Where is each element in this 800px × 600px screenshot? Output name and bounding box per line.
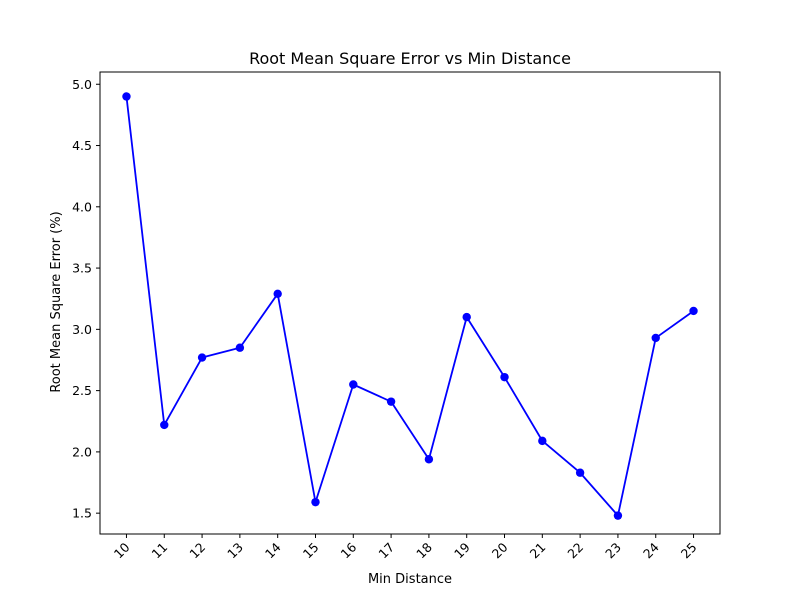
y-tick-label: 4.0 bbox=[72, 199, 92, 214]
data-point bbox=[689, 306, 698, 316]
data-point bbox=[424, 455, 434, 464]
y-tick-label: 2.5 bbox=[72, 383, 92, 398]
data-point bbox=[462, 312, 471, 322]
y-tick-label: 4.5 bbox=[72, 138, 92, 153]
y-tick-label: 3.5 bbox=[72, 261, 92, 276]
data-point bbox=[122, 92, 131, 101]
plot-frame bbox=[99, 71, 721, 535]
data-point bbox=[500, 372, 509, 382]
plot-area: 1.52.02.53.03.54.04.55.010 11 12 13 14 15 16 17… bbox=[72, 71, 721, 561]
data-point bbox=[197, 353, 207, 362]
y-tick-label: 3.0 bbox=[72, 322, 92, 337]
series-line bbox=[125, 96, 695, 517]
data-point bbox=[651, 333, 660, 343]
data-point bbox=[349, 380, 358, 389]
data-point bbox=[613, 511, 623, 520]
data-point bbox=[273, 289, 282, 299]
y-tick-label: 2.0 bbox=[72, 444, 92, 459]
data-point bbox=[538, 436, 547, 446]
data-point bbox=[575, 468, 585, 477]
x-axis-label: Min Distance bbox=[368, 572, 452, 587]
data-point bbox=[311, 497, 320, 507]
chart-title: Root Mean Square Error vs Min Distance bbox=[249, 49, 571, 68]
y-axis-label: Root Mean Square Error (%) bbox=[49, 211, 64, 392]
data-point bbox=[235, 343, 245, 352]
data-point bbox=[386, 397, 396, 406]
data-point bbox=[160, 420, 169, 430]
y-tick-label: 5.0 bbox=[72, 77, 92, 92]
y-tick-label: 1.5 bbox=[72, 506, 92, 521]
